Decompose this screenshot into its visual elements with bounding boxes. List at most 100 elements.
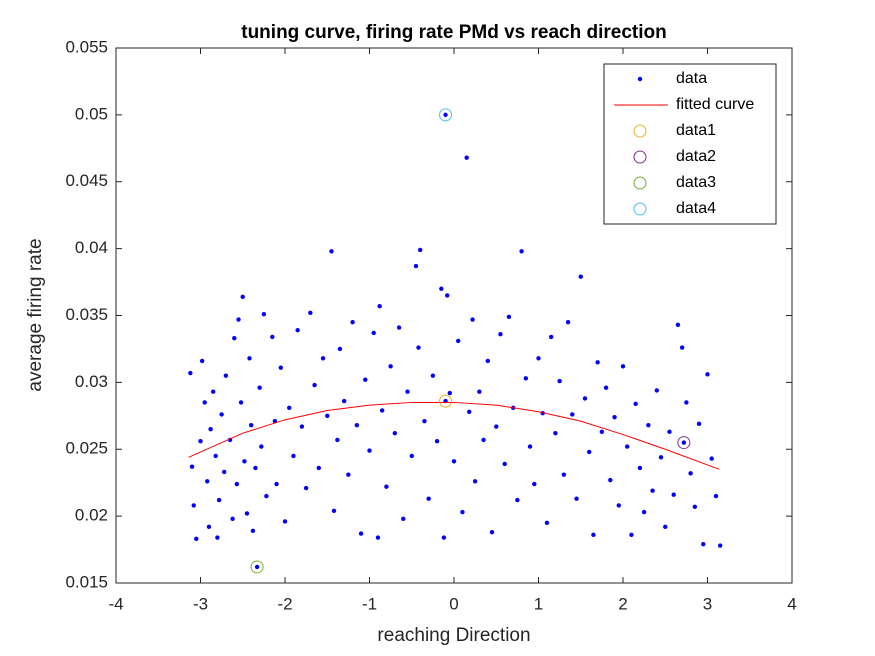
data-point: [416, 345, 421, 350]
data-point: [264, 493, 269, 499]
data-point: [270, 334, 275, 340]
data-point: [591, 532, 596, 538]
data-point: [561, 472, 567, 477]
data-point: [625, 444, 630, 449]
data-point: [464, 155, 469, 160]
data-point: [667, 429, 672, 435]
data-point: [202, 400, 207, 405]
data-point: [308, 310, 313, 316]
data-point: [371, 330, 376, 336]
x-tick-label: 4: [787, 594, 796, 613]
data-point: [519, 249, 524, 254]
x-tick-label: -2: [277, 594, 292, 613]
legend-label: data3: [676, 174, 716, 191]
data-point: [232, 336, 237, 341]
legend-label: data4: [676, 200, 716, 217]
y-tick-label: 0.02: [75, 506, 108, 525]
data-point: [681, 440, 687, 445]
x-tick-label: 2: [618, 594, 627, 613]
x-tick-label: 3: [703, 594, 712, 613]
data-point: [335, 437, 340, 443]
legend-marker: [637, 76, 643, 82]
data-point: [679, 345, 685, 350]
data-point: [548, 334, 554, 340]
x-tick-label: -3: [193, 594, 208, 613]
data-point: [396, 325, 402, 330]
data-point: [223, 373, 229, 378]
data-point: [291, 453, 296, 459]
data-point: [451, 459, 457, 464]
data-point: [215, 535, 220, 540]
highlight-circle: [677, 436, 691, 450]
data-point: [377, 303, 382, 309]
data-point: [705, 372, 710, 377]
data-point: [375, 535, 381, 540]
data-point: [379, 408, 385, 413]
data-point: [358, 531, 364, 536]
data-point: [254, 564, 260, 570]
data-point: [688, 471, 693, 476]
data-point: [346, 472, 351, 477]
data-point: [557, 378, 562, 384]
data-point: [191, 503, 196, 508]
data-point: [663, 524, 668, 530]
data-point: [287, 405, 292, 410]
data-point: [409, 453, 414, 459]
data-point: [331, 508, 337, 513]
data-point: [494, 424, 499, 429]
data-point: [612, 414, 617, 420]
data-point: [418, 247, 423, 253]
data-point: [242, 459, 247, 464]
data-point: [405, 389, 410, 394]
data-point: [603, 385, 609, 390]
data-point: [354, 422, 360, 428]
data-point: [401, 516, 406, 521]
data-point: [240, 294, 245, 299]
legend-marker: [633, 150, 647, 164]
data-point: [650, 488, 655, 493]
data-point: [460, 509, 465, 515]
data-point: [441, 535, 447, 540]
data-point: [477, 389, 482, 394]
data-point: [544, 520, 550, 526]
data-point: [696, 421, 702, 427]
data-point: [274, 481, 279, 487]
legend-label: data: [676, 70, 707, 87]
data-point: [620, 364, 626, 369]
data-point: [701, 542, 706, 547]
data-point: [470, 317, 475, 322]
data-point: [422, 418, 427, 424]
data-point: [367, 448, 372, 453]
legend-label: data2: [676, 148, 716, 165]
data-point: [570, 412, 575, 417]
data-point: [447, 390, 452, 396]
data-point: [363, 377, 368, 382]
data-point: [337, 346, 343, 352]
data-point: [489, 529, 495, 535]
data-point: [527, 444, 533, 449]
x-tick-label: -1: [362, 594, 377, 613]
data-point: [325, 413, 330, 419]
y-tick-label: 0.03: [75, 372, 108, 391]
legend-marker: [633, 176, 647, 190]
data-point: [532, 481, 537, 487]
highlight-circle: [250, 560, 264, 574]
data-point: [259, 444, 264, 449]
data-point: [578, 274, 583, 279]
data-point: [261, 311, 267, 317]
data-point: [434, 439, 440, 444]
data-point: [641, 509, 647, 515]
data-point: [481, 437, 486, 443]
data-point: [443, 112, 448, 118]
y-tick-label: 0.015: [65, 572, 108, 591]
plot-frame: [115, 47, 793, 584]
data-point: [445, 293, 450, 298]
data-point: [616, 503, 621, 508]
data-point: [221, 469, 227, 475]
data-point: [384, 484, 389, 489]
data-point: [341, 398, 347, 404]
data-point: [684, 400, 689, 405]
data-point: [316, 465, 321, 471]
data-point: [502, 461, 507, 467]
data-point: [198, 439, 203, 444]
